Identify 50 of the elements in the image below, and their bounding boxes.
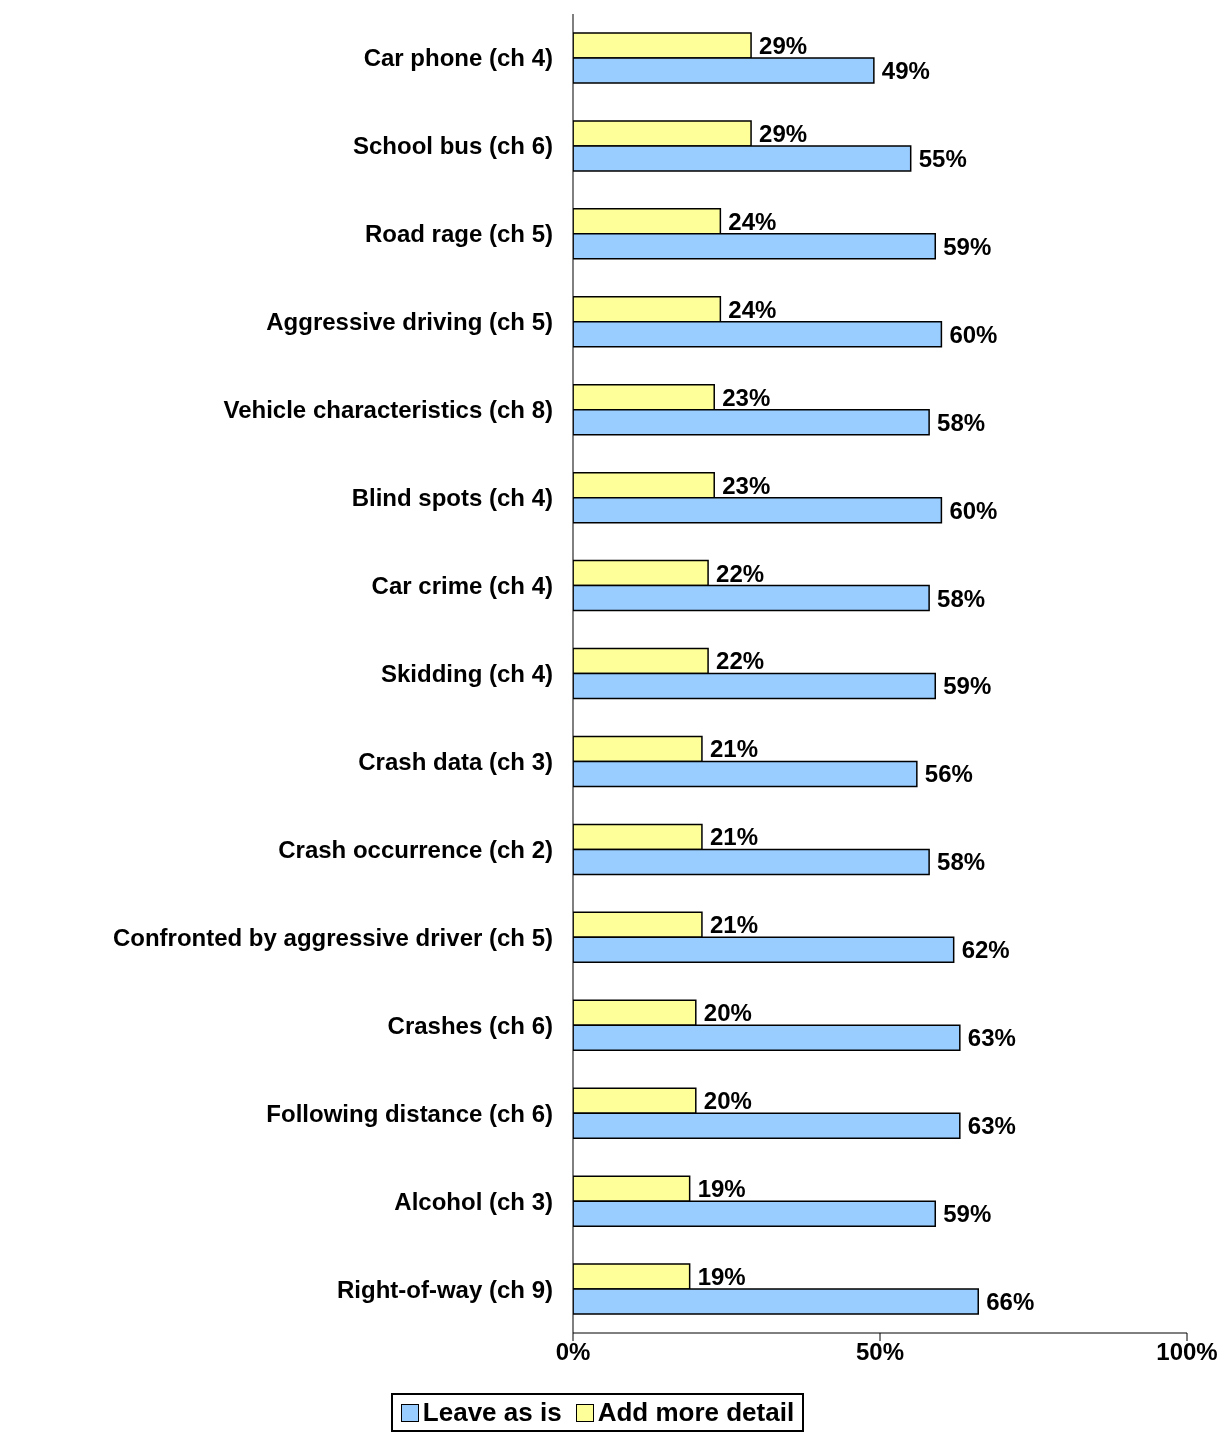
- data-label: 19%: [697, 1175, 746, 1203]
- x-tick-label: 100%: [1156, 1338, 1218, 1366]
- y-tick-label: Car crime (ch 4): [371, 572, 553, 600]
- data-label: 24%: [728, 295, 777, 323]
- data-label: 59%: [943, 232, 992, 260]
- data-label: 29%: [759, 119, 808, 147]
- y-tick-label: Crashes (ch 6): [387, 1011, 553, 1039]
- data-label: 60%: [949, 320, 998, 348]
- legend-label: Add more detail: [597, 1397, 795, 1428]
- data-label: 66%: [986, 1287, 1035, 1315]
- data-label: 20%: [703, 999, 752, 1027]
- data-label: 55%: [918, 144, 967, 172]
- data-label: 20%: [703, 1087, 752, 1115]
- data-label: 49%: [881, 56, 930, 84]
- x-tick-label: 0%: [555, 1338, 591, 1366]
- legend-label: Leave as is: [422, 1397, 562, 1428]
- y-tick-label: Crash occurrence (ch 2): [278, 835, 553, 863]
- y-tick-label: Confronted by aggressive driver (ch 5): [112, 923, 553, 951]
- y-tick-label: Aggressive driving (ch 5): [266, 308, 553, 336]
- y-tick-label: Blind spots (ch 4): [351, 484, 553, 512]
- data-label: 21%: [709, 735, 758, 763]
- data-label: 58%: [937, 848, 986, 876]
- y-tick-label: Alcohol (ch 3): [394, 1187, 553, 1215]
- data-label: 24%: [728, 207, 777, 235]
- data-label: 58%: [937, 408, 986, 436]
- y-tick-label: Crash data (ch 3): [358, 747, 553, 775]
- y-tick-label: School bus (ch 6): [352, 132, 553, 160]
- data-label: 59%: [943, 672, 992, 700]
- data-label: 21%: [709, 911, 758, 939]
- x-tick-label: 50%: [855, 1338, 905, 1366]
- data-label: 62%: [961, 936, 1010, 964]
- data-label: 63%: [967, 1024, 1016, 1052]
- y-tick-label: Vehicle characteristics (ch 8): [223, 396, 553, 424]
- y-tick-label: Right-of-way (ch 9): [337, 1275, 553, 1303]
- data-label: 59%: [943, 1200, 992, 1228]
- y-tick-label: Following distance (ch 6): [266, 1099, 553, 1127]
- data-label: 56%: [924, 760, 973, 788]
- data-label: 63%: [967, 1112, 1016, 1140]
- data-label: 22%: [716, 559, 765, 587]
- y-tick-label: Car phone (ch 4): [363, 44, 553, 72]
- data-label: 60%: [949, 496, 998, 524]
- data-label: 23%: [722, 471, 771, 499]
- data-label: 29%: [759, 31, 808, 59]
- data-label: 22%: [716, 647, 765, 675]
- data-label: 21%: [709, 823, 758, 851]
- y-tick-label: Road rage (ch 5): [364, 220, 553, 248]
- data-label: 23%: [722, 383, 771, 411]
- data-label: 58%: [937, 584, 986, 612]
- data-label: 19%: [697, 1262, 746, 1290]
- y-tick-label: Skidding (ch 4): [380, 660, 553, 688]
